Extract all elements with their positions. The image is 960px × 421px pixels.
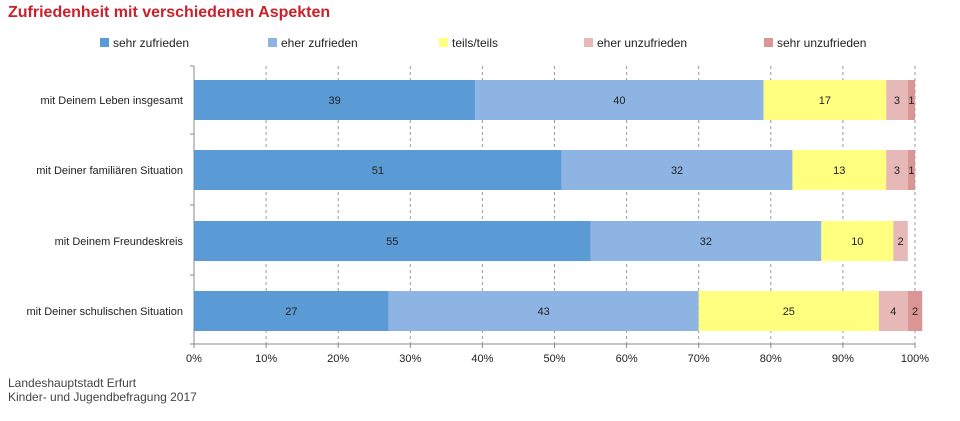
data-label: 39 — [328, 95, 340, 107]
data-label: 40 — [613, 95, 625, 107]
x-tick-label: 10% — [255, 353, 277, 365]
bar-segment — [194, 221, 591, 261]
x-tick-label: 90% — [832, 353, 854, 365]
x-tick-label: 80% — [760, 353, 782, 365]
x-tick-label: 40% — [471, 353, 493, 365]
data-label: 17 — [819, 95, 831, 107]
bar-segment — [821, 221, 894, 261]
data-label: 3 — [894, 165, 900, 177]
legend-item: sehr zufrieden — [100, 36, 189, 50]
data-label: 4 — [890, 306, 896, 318]
bar-segment — [907, 150, 915, 190]
data-label: 51 — [372, 165, 384, 177]
legend-label: teils/teils — [452, 36, 499, 50]
legend-label: sehr zufrieden — [113, 36, 190, 50]
source-line-1: Landeshauptstadt Erfurt — [8, 376, 137, 390]
legend-swatch — [268, 38, 277, 47]
legend-item: sehr unzufrieden — [764, 36, 866, 50]
bar-segment — [792, 150, 887, 190]
data-label: 1 — [908, 95, 914, 107]
legend: sehr zufrieden eher zufrieden teils/teils e… — [100, 36, 900, 52]
bar-segment — [886, 80, 908, 120]
x-tick-label: 70% — [688, 353, 710, 365]
legend-label: eher unzufrieden — [597, 36, 688, 50]
legend-label: sehr unzufrieden — [777, 36, 867, 50]
chart-title: Zufriedenheit mit verschiedenen Aspekten — [8, 4, 331, 21]
category-label: mit Deinem Freundeskreis — [55, 236, 184, 248]
bar-segment — [194, 291, 389, 331]
data-label: 43 — [538, 306, 550, 318]
data-label: 1 — [908, 165, 914, 177]
x-tick-label: 100% — [901, 353, 929, 365]
legend-swatch — [439, 38, 448, 47]
data-label: 55 — [386, 236, 398, 248]
x-tick-label: 30% — [399, 353, 421, 365]
bar-segment — [561, 150, 793, 190]
data-label: 3 — [894, 95, 900, 107]
data-label: 2 — [912, 306, 918, 318]
x-tick-label: 60% — [616, 353, 638, 365]
bar-segment — [698, 291, 879, 331]
bar-segment — [763, 80, 887, 120]
x-tick-label: 50% — [543, 353, 565, 365]
bar-segment — [475, 80, 764, 120]
bar-segment — [194, 80, 476, 120]
bar-segment — [886, 150, 908, 190]
legend-swatch — [100, 38, 109, 47]
source-note: Landeshauptstadt Erfurt Kinder- und Juge… — [8, 376, 197, 404]
bar-segment — [878, 291, 908, 331]
data-label: 32 — [671, 165, 683, 177]
bar-segment — [907, 291, 923, 331]
data-label: 10 — [851, 236, 863, 248]
x-tick-label: 20% — [327, 353, 349, 365]
legend-swatch — [764, 38, 773, 47]
data-label: 25 — [783, 306, 795, 318]
legend-label: eher zufrieden — [281, 36, 358, 50]
category-label: mit Deiner schulischen Situation — [26, 306, 183, 318]
category-label: mit Deiner familiären Situation — [36, 165, 183, 177]
legend-swatch — [584, 38, 593, 47]
bar-segment — [388, 291, 699, 331]
legend-item: eher unzufrieden — [584, 36, 687, 50]
x-tick-label: 0% — [186, 353, 202, 365]
bar-segment — [590, 221, 822, 261]
bar-segment — [907, 80, 915, 120]
data-label: 2 — [898, 236, 904, 248]
source-line-2: Kinder- und Jugendbefragung 2017 — [8, 390, 197, 404]
data-label: 13 — [833, 165, 845, 177]
data-label: 32 — [700, 236, 712, 248]
bar-segment — [893, 221, 908, 261]
data-label: 27 — [285, 306, 297, 318]
bar-segment — [194, 150, 562, 190]
legend-item: teils/teils — [439, 36, 498, 50]
category-label: mit Deinem Leben insgesamt — [41, 95, 183, 107]
legend-item: eher zufrieden — [268, 36, 358, 50]
